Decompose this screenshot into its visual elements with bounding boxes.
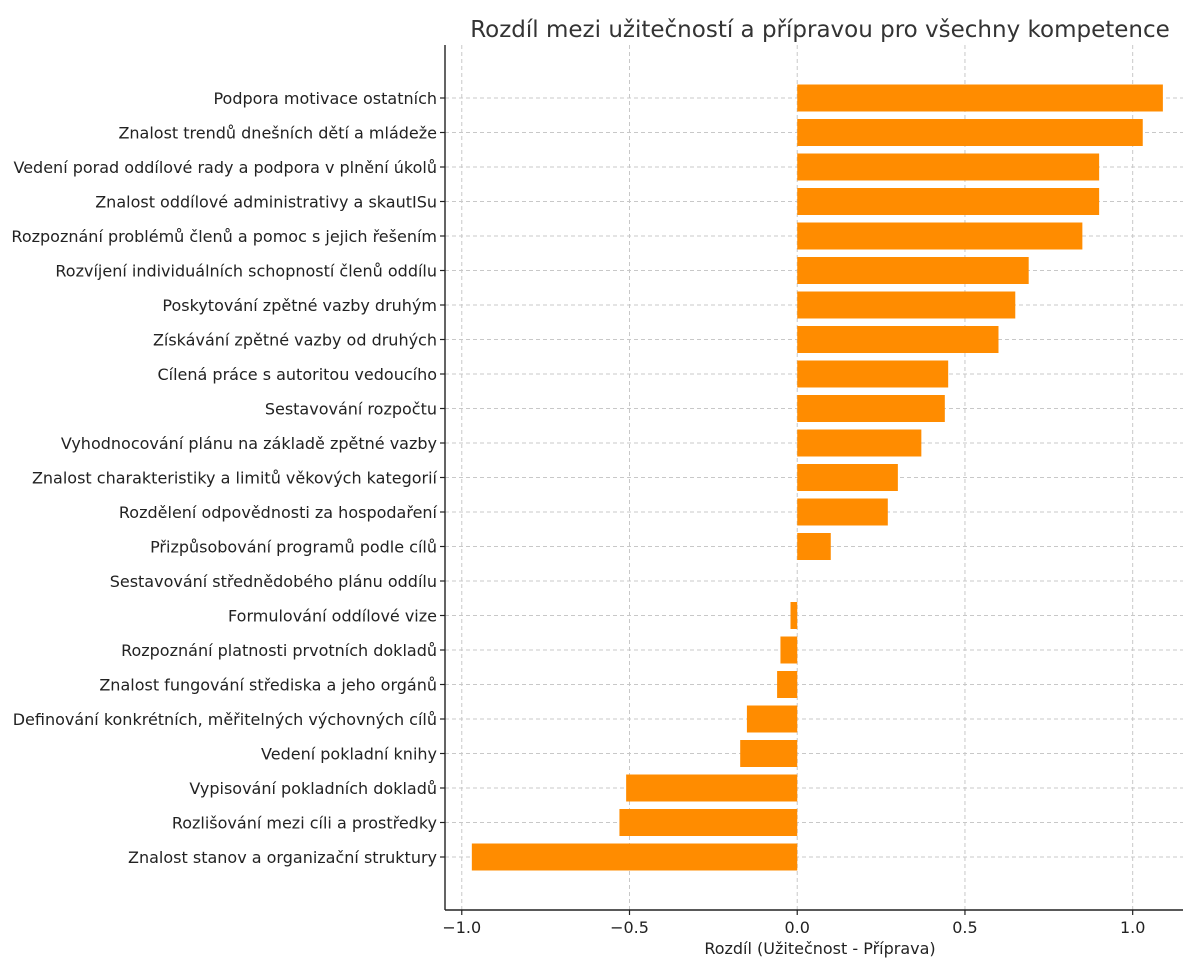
category-label: Vyhodnocování plánu na základě zpětné va… — [61, 434, 437, 453]
category-label: Rozlišování mezi cíli a prostředky — [172, 814, 437, 833]
category-label: Definování konkrétních, měřitelných vých… — [13, 710, 437, 729]
bars-layer — [471, 84, 1163, 871]
bar — [797, 222, 1083, 250]
bar — [797, 326, 999, 353]
bar — [797, 119, 1143, 146]
category-label: Poskytování zpětné vazby druhým — [162, 296, 437, 315]
x-axis-label: Rozdíl (Užitečnost - Příprava) — [704, 939, 935, 958]
bar — [790, 602, 798, 629]
category-label: Znalost fungování střediska a jeho orgán… — [99, 676, 437, 695]
bar — [626, 774, 798, 802]
bar — [797, 464, 898, 491]
bar — [797, 291, 1016, 319]
category-label: Vypisování pokladních dokladů — [189, 779, 437, 798]
grid-layer — [445, 45, 1183, 910]
category-label: Sestavování rozpočtu — [265, 400, 437, 419]
x-tick-label: −1.0 — [442, 918, 481, 937]
category-label: Znalost trendů dnešních dětí a mládeže — [118, 124, 437, 143]
category-label: Podpora motivace ostatních — [213, 89, 437, 108]
chart-title: Rozdíl mezi užitečností a přípravou pro … — [470, 17, 1170, 43]
bar — [797, 498, 888, 526]
category-label: Vedení pokladní knihy — [261, 745, 437, 764]
x-tick-label: 0.5 — [952, 918, 977, 937]
bar — [740, 740, 798, 767]
category-label: Formulování oddílové vize — [228, 607, 437, 626]
bar — [797, 257, 1029, 284]
bar — [797, 395, 945, 422]
category-label: Rozpoznání problémů členů a pomoc s jeji… — [11, 227, 437, 246]
bar — [746, 705, 798, 733]
category-label: Znalost oddílové administrativy a skautI… — [95, 193, 437, 212]
category-label: Rozpoznání platnosti prvotních dokladů — [121, 641, 437, 660]
bar — [797, 533, 831, 560]
x-tick-label: 0.0 — [785, 918, 810, 937]
category-label: Rozdělení odpovědnosti za hospodaření — [119, 503, 438, 522]
category-label: Rozvíjení individuálních schopností člen… — [55, 262, 437, 281]
category-label: Získávání zpětné vazby od druhých — [153, 331, 437, 350]
category-label: Vedení porad oddílové rady a podpora v p… — [14, 158, 438, 177]
bar — [797, 153, 1100, 181]
bar — [777, 671, 798, 698]
bar — [797, 360, 949, 388]
category-label: Cílená práce s autoritou vedoucího — [157, 365, 437, 384]
labels-layer: Podpora motivace ostatních Znalost trendů… — [11, 89, 1145, 937]
axes-layer — [440, 45, 1183, 915]
x-tick-label: −0.5 — [610, 918, 649, 937]
bar — [780, 636, 798, 664]
bar — [797, 188, 1100, 215]
bar — [797, 429, 922, 457]
category-label: Přizpůsobování programů podle cílů — [150, 538, 437, 557]
category-label: Znalost charakteristiky a limitů věkovýc… — [32, 469, 438, 488]
category-label: Sestavování střednědobého plánu oddílu — [110, 572, 437, 591]
bar — [797, 84, 1163, 112]
category-label: Znalost stanov a organizační struktury — [128, 848, 437, 867]
bar — [471, 843, 798, 871]
bar — [619, 809, 798, 836]
x-tick-label: 1.0 — [1120, 918, 1145, 937]
